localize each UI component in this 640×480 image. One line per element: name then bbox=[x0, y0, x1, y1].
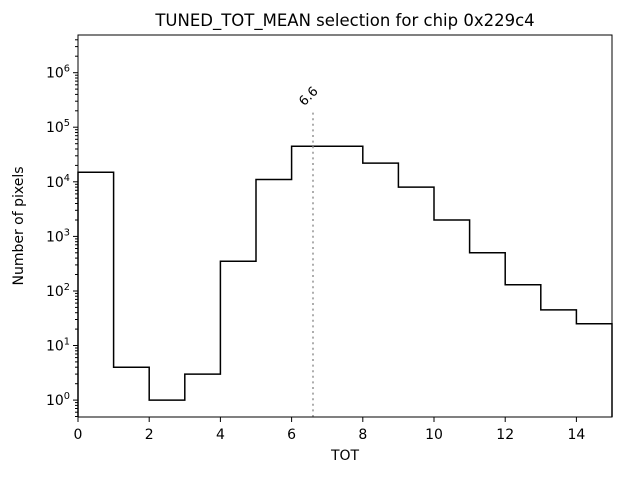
chart-title: TUNED_TOT_MEAN selection for chip 0x229c… bbox=[154, 11, 534, 31]
histogram-step-line bbox=[77, 145, 613, 417]
y-tick-label: 103 bbox=[46, 227, 70, 245]
y-tick-label: 106 bbox=[46, 64, 70, 82]
x-axis-label: TOT bbox=[330, 448, 360, 464]
y-axis-label: Number of pixels bbox=[11, 166, 27, 285]
x-tick-label: 14 bbox=[567, 427, 585, 443]
x-tick-label: 0 bbox=[74, 427, 83, 443]
x-tick-label: 8 bbox=[358, 427, 367, 443]
y-tick-label: 100 bbox=[46, 391, 70, 409]
plot-data bbox=[77, 112, 613, 417]
x-tick-label: 4 bbox=[216, 427, 225, 443]
y-tick-label: 101 bbox=[46, 337, 70, 355]
x-tick-label: 6 bbox=[287, 427, 296, 443]
x-tick-label: 10 bbox=[425, 427, 443, 443]
x-tick-label: 2 bbox=[145, 427, 154, 443]
x-tick-label: 12 bbox=[496, 427, 514, 443]
vline-annotation-label: 6.6 bbox=[296, 84, 321, 109]
y-tick-label: 104 bbox=[46, 173, 70, 191]
y-tick-label: 102 bbox=[46, 282, 70, 300]
axes-spines bbox=[77, 34, 613, 418]
y-tick-label: 105 bbox=[46, 118, 70, 136]
